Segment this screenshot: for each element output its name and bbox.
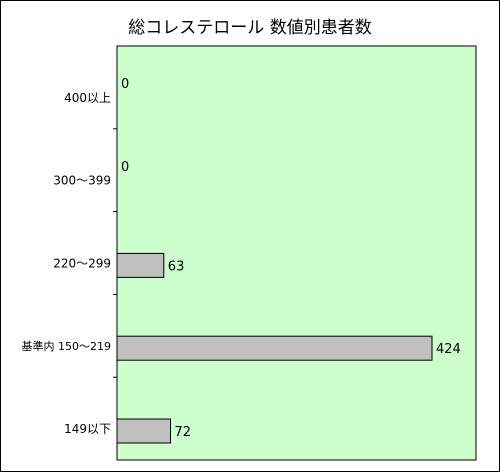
category-label: 300～399: [53, 174, 111, 188]
category-label: 220～299: [53, 256, 111, 270]
bar: [116, 252, 165, 278]
value-label: 0: [121, 160, 129, 175]
value-label: 63: [168, 259, 185, 274]
category-label: 149以下: [64, 422, 111, 436]
value-label: 424: [436, 342, 461, 357]
chart-title: 総コレステロール 数値別患者数: [128, 18, 372, 38]
bar: [116, 335, 433, 361]
category-label: 基準内 150～219: [22, 339, 112, 353]
plot-area: [116, 45, 477, 461]
category-label: 400以上: [64, 91, 111, 105]
value-label: 72: [174, 425, 191, 440]
bar: [116, 418, 171, 444]
value-label: 0: [121, 77, 129, 92]
